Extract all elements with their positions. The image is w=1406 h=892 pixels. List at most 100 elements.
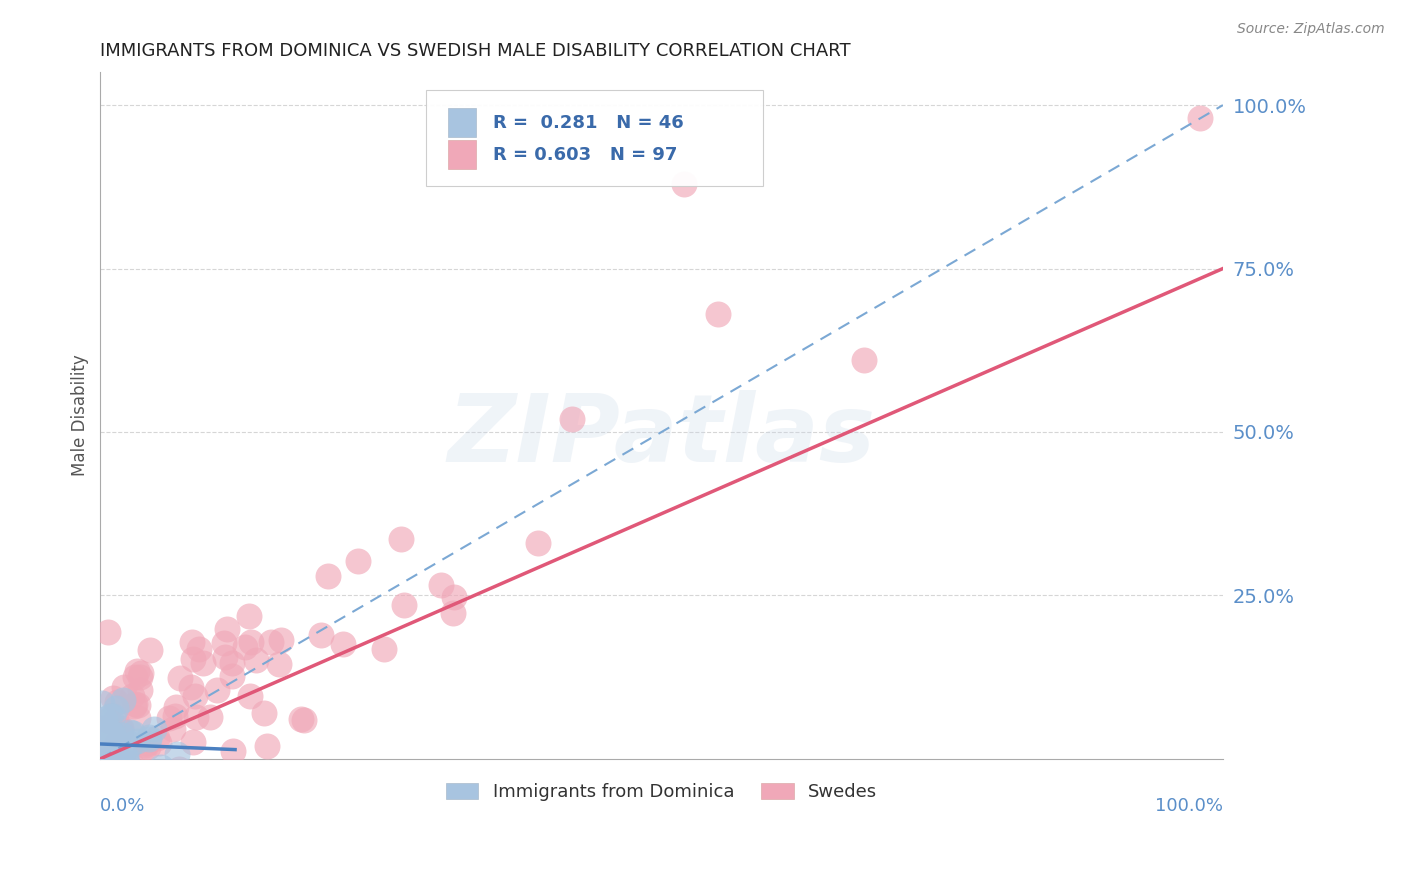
Point <box>309 628 332 642</box>
Point <box>96 739 118 753</box>
Point <box>96 747 118 762</box>
Point <box>191 656 214 670</box>
Point <box>394 598 416 612</box>
Point <box>221 669 243 683</box>
Point <box>115 752 138 766</box>
Point <box>90 721 112 735</box>
Bar <box>449 108 477 137</box>
Point <box>101 730 124 744</box>
Point <box>127 711 149 725</box>
Point <box>104 764 127 779</box>
Point <box>165 700 187 714</box>
Point <box>103 708 125 723</box>
Text: R = 0.603   N = 97: R = 0.603 N = 97 <box>494 145 678 164</box>
Point <box>347 554 370 568</box>
Point <box>108 764 131 779</box>
Point <box>181 735 204 749</box>
Point <box>169 762 191 776</box>
Point <box>121 690 143 704</box>
Point <box>181 635 204 649</box>
Point <box>127 698 149 713</box>
Point <box>115 748 138 763</box>
Point <box>96 764 118 779</box>
Point <box>290 712 312 726</box>
Point <box>138 730 160 744</box>
Point <box>143 723 166 737</box>
Text: IMMIGRANTS FROM DOMINICA VS SWEDISH MALE DISABILITY CORRELATION CHART: IMMIGRANTS FROM DOMINICA VS SWEDISH MALE… <box>100 42 851 60</box>
Point <box>103 747 125 762</box>
Point <box>214 649 236 664</box>
Point <box>215 622 238 636</box>
Point <box>124 697 146 711</box>
Point <box>129 670 152 684</box>
Point <box>101 727 124 741</box>
Y-axis label: Male Disability: Male Disability <box>72 355 89 476</box>
Point <box>181 652 204 666</box>
Point <box>373 641 395 656</box>
Point <box>148 736 170 750</box>
Point <box>134 739 156 754</box>
Point <box>103 732 125 747</box>
Legend: Immigrants from Dominica, Swedes: Immigrants from Dominica, Swedes <box>439 775 884 808</box>
Point <box>101 747 124 761</box>
Point <box>90 742 112 756</box>
Point <box>146 731 169 745</box>
Point <box>260 635 283 649</box>
Point <box>98 709 121 723</box>
Point <box>91 764 114 779</box>
Point <box>138 731 160 746</box>
Point <box>240 635 263 649</box>
Point <box>103 764 125 779</box>
Text: Source: ZipAtlas.com: Source: ZipAtlas.com <box>1237 22 1385 37</box>
Point <box>97 728 120 742</box>
Point <box>111 728 134 742</box>
Point <box>139 642 162 657</box>
Point <box>94 750 117 764</box>
Point <box>96 764 118 779</box>
Point <box>108 747 131 762</box>
Point <box>270 632 292 647</box>
Point <box>267 657 290 671</box>
Point <box>233 640 256 654</box>
Point <box>96 764 118 779</box>
Point <box>205 682 228 697</box>
Point <box>673 177 696 191</box>
Point <box>111 744 134 758</box>
Point <box>136 739 159 754</box>
Point <box>184 689 207 703</box>
Point <box>107 736 129 750</box>
Point <box>120 756 142 771</box>
Point <box>105 701 128 715</box>
Point <box>104 755 127 769</box>
Point <box>122 699 145 714</box>
Point <box>107 744 129 758</box>
Point <box>238 609 260 624</box>
FancyBboxPatch shape <box>426 89 762 186</box>
Point <box>101 731 124 745</box>
Point <box>122 726 145 740</box>
Point <box>98 723 121 738</box>
Point <box>129 665 152 680</box>
Point <box>188 642 211 657</box>
Point <box>527 536 550 550</box>
Point <box>107 695 129 709</box>
Point <box>98 764 121 779</box>
Point <box>111 731 134 745</box>
Point <box>111 764 134 779</box>
Point <box>135 736 157 750</box>
Point <box>706 307 728 321</box>
Point <box>93 722 115 736</box>
Point <box>94 764 117 779</box>
Bar <box>449 140 477 169</box>
Point <box>222 744 245 758</box>
Point <box>120 737 142 751</box>
Point <box>221 656 243 670</box>
Point <box>166 747 188 762</box>
Point <box>104 764 127 779</box>
Point <box>112 692 135 706</box>
Point <box>98 741 121 756</box>
Point <box>245 652 267 666</box>
Point <box>169 671 191 685</box>
Point <box>103 690 125 705</box>
Point <box>110 721 132 735</box>
